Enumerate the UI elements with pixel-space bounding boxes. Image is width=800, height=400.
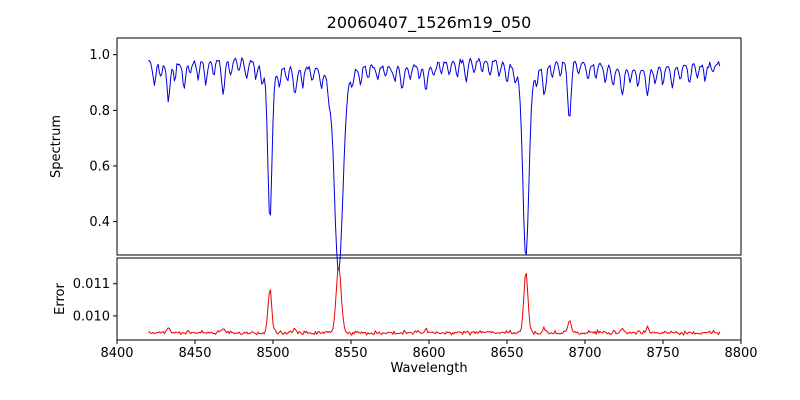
x-tick-label: 8600 [412,346,445,361]
x-tick-label: 8500 [256,346,289,361]
y-tick-label: 0.6 [89,159,110,174]
y-tick-label: 0.010 [73,309,110,324]
x-tick-label: 8400 [100,346,133,361]
error-line [148,266,721,336]
chart-title: 20060407_1526m19_050 [327,13,532,33]
x-tick-label: 8550 [334,346,367,361]
spectrum-y-axis-label: Spectrum [49,115,64,178]
x-tick-label: 8650 [490,346,523,361]
x-axis-label: Wavelength [390,361,467,376]
x-tick-label: 8450 [178,346,211,361]
y-tick-label: 0.8 [89,104,110,119]
x-tick-label: 8800 [724,346,757,361]
y-tick-label: 0.4 [89,215,110,230]
x-tick-label: 8700 [568,346,601,361]
y-tick-label: 0.011 [73,277,110,292]
x-tick-label: 8750 [646,346,679,361]
error-y-axis-label: Error [53,283,68,315]
spectrum-line [148,57,721,271]
y-tick-label: 1.0 [89,48,110,63]
spectrum-axes-frame [116,37,742,256]
